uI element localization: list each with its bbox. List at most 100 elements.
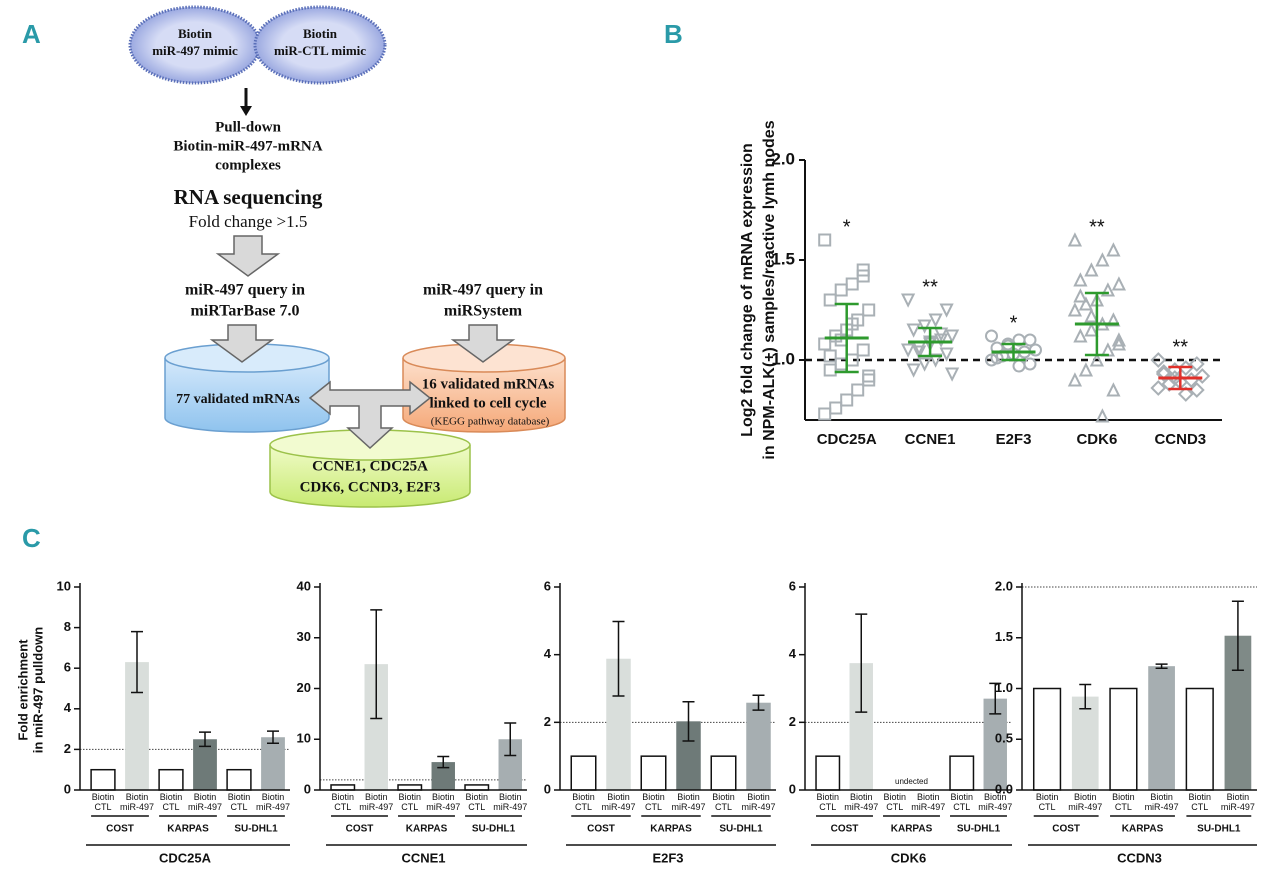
mimic-label: miR-CTL mimic <box>274 43 366 58</box>
step-text: Fold change >1.5 <box>189 212 308 231</box>
x-tick-label: CDK6 <box>1076 431 1117 448</box>
panel-label: A <box>22 19 41 49</box>
block-arrow <box>215 235 281 277</box>
data-point <box>1073 328 1088 343</box>
y-tick-label: 2.0 <box>995 578 1013 593</box>
bar <box>397 784 423 791</box>
x-tick-label: Biotin miR-497 <box>911 792 945 812</box>
bar <box>261 737 285 790</box>
group-label: COST <box>831 824 859 835</box>
data-point <box>856 269 870 283</box>
x-tick-label: CCNE1 <box>905 431 956 448</box>
data-point <box>1095 252 1110 267</box>
x-tick-label: Biotin CTL <box>816 792 839 812</box>
data-point <box>818 233 832 247</box>
data-point <box>1089 352 1105 367</box>
x-tick-label: Biotin miR-497 <box>256 792 290 812</box>
bar <box>158 768 184 791</box>
data-point <box>1084 322 1099 337</box>
chart-title: E2F3 <box>652 850 683 865</box>
bar <box>431 762 455 790</box>
database-text: linked to cell cycle <box>429 395 546 411</box>
data-point <box>1150 352 1167 368</box>
y-tick-label: 40 <box>297 578 311 593</box>
mimic-label: Biotin <box>303 26 338 41</box>
error-bar <box>855 613 868 713</box>
chart-title: CCNE1 <box>401 850 445 865</box>
chart-title: CDC25A <box>159 850 212 865</box>
query-text: miRTarBase 7.0 <box>190 303 299 320</box>
data-point <box>840 393 854 407</box>
y-tick-label: 2 <box>789 714 796 729</box>
data-point <box>911 345 927 360</box>
error-bar <box>370 609 383 720</box>
error-bar <box>267 730 279 745</box>
data-point <box>862 303 876 317</box>
y-tick-label: 0 <box>789 781 796 796</box>
data-point <box>985 353 998 367</box>
error-bar <box>437 755 450 769</box>
group-label: KARPAS <box>891 824 933 835</box>
bar <box>710 755 737 791</box>
data-point <box>1067 302 1083 317</box>
group-label: SU-DHL1 <box>472 824 516 835</box>
x-tick-label: Biotin miR-497 <box>120 792 154 812</box>
bar <box>570 755 597 791</box>
bar <box>1071 696 1099 790</box>
error-bar <box>1231 600 1244 671</box>
y-tick-label: 30 <box>297 629 311 644</box>
data-point <box>829 401 843 415</box>
data-point <box>1067 232 1083 247</box>
data-point <box>1073 272 1088 287</box>
y-tick-label: 0 <box>64 781 71 796</box>
x-tick-label: E2F3 <box>996 431 1032 448</box>
data-point <box>856 343 870 357</box>
data-point <box>1084 262 1099 277</box>
bar <box>90 768 116 791</box>
database-note: (KEGG pathway database) <box>431 416 550 428</box>
data-point <box>1078 296 1094 311</box>
x-tick-label: Biotin CTL <box>883 792 906 812</box>
x-tick-label: Biotin miR-497 <box>359 792 393 812</box>
x-tick-label: Biotin miR-497 <box>493 792 527 812</box>
x-tick-label: Biotin miR-497 <box>1221 792 1255 812</box>
y-tick-label: 10 <box>297 731 311 746</box>
query-text: miR-497 query in <box>185 282 305 299</box>
x-tick-label: Biotin CTL <box>572 792 595 812</box>
data-point <box>1073 288 1088 303</box>
y-tick-label: 4 <box>544 646 552 661</box>
data-point <box>944 329 960 344</box>
data-point <box>939 347 954 362</box>
y-tick-label: 8 <box>64 619 71 634</box>
chart-title: CDK6 <box>891 850 926 865</box>
step-text: Biotin-miR-497-mRNA <box>173 138 322 154</box>
error-bar <box>682 700 695 742</box>
data-point <box>933 333 949 348</box>
step-title: RNA sequencing <box>174 185 323 209</box>
arrow-head <box>240 106 252 116</box>
data-point <box>818 337 832 351</box>
data-point <box>917 357 932 372</box>
group-label: KARPAS <box>406 824 448 835</box>
data-point <box>1194 368 1211 384</box>
significance: * <box>1010 312 1018 334</box>
data-point <box>900 343 916 358</box>
group-label: SU-DHL1 <box>719 824 763 835</box>
data-point <box>1078 362 1094 377</box>
data-point <box>906 323 921 338</box>
x-tick-label: Biotin miR-497 <box>426 792 460 812</box>
y-tick-label: 20 <box>297 680 311 695</box>
group-label: SU-DHL1 <box>234 824 278 835</box>
x-tick-label: Biotin CTL <box>465 792 488 812</box>
data-point <box>1106 382 1121 397</box>
group-label: COST <box>1052 824 1080 835</box>
data-point <box>1023 357 1037 371</box>
data-point <box>1177 386 1194 402</box>
group-label: SU-DHL1 <box>957 824 1001 835</box>
y-tick-label: 4 <box>789 646 797 661</box>
x-tick-label: Biotin miR-497 <box>741 792 775 812</box>
x-tick-label: Biotin CTL <box>160 792 183 812</box>
x-tick-label: Biotin miR-497 <box>601 792 635 812</box>
missing-label: undected <box>895 777 928 786</box>
data-point <box>1095 408 1110 423</box>
